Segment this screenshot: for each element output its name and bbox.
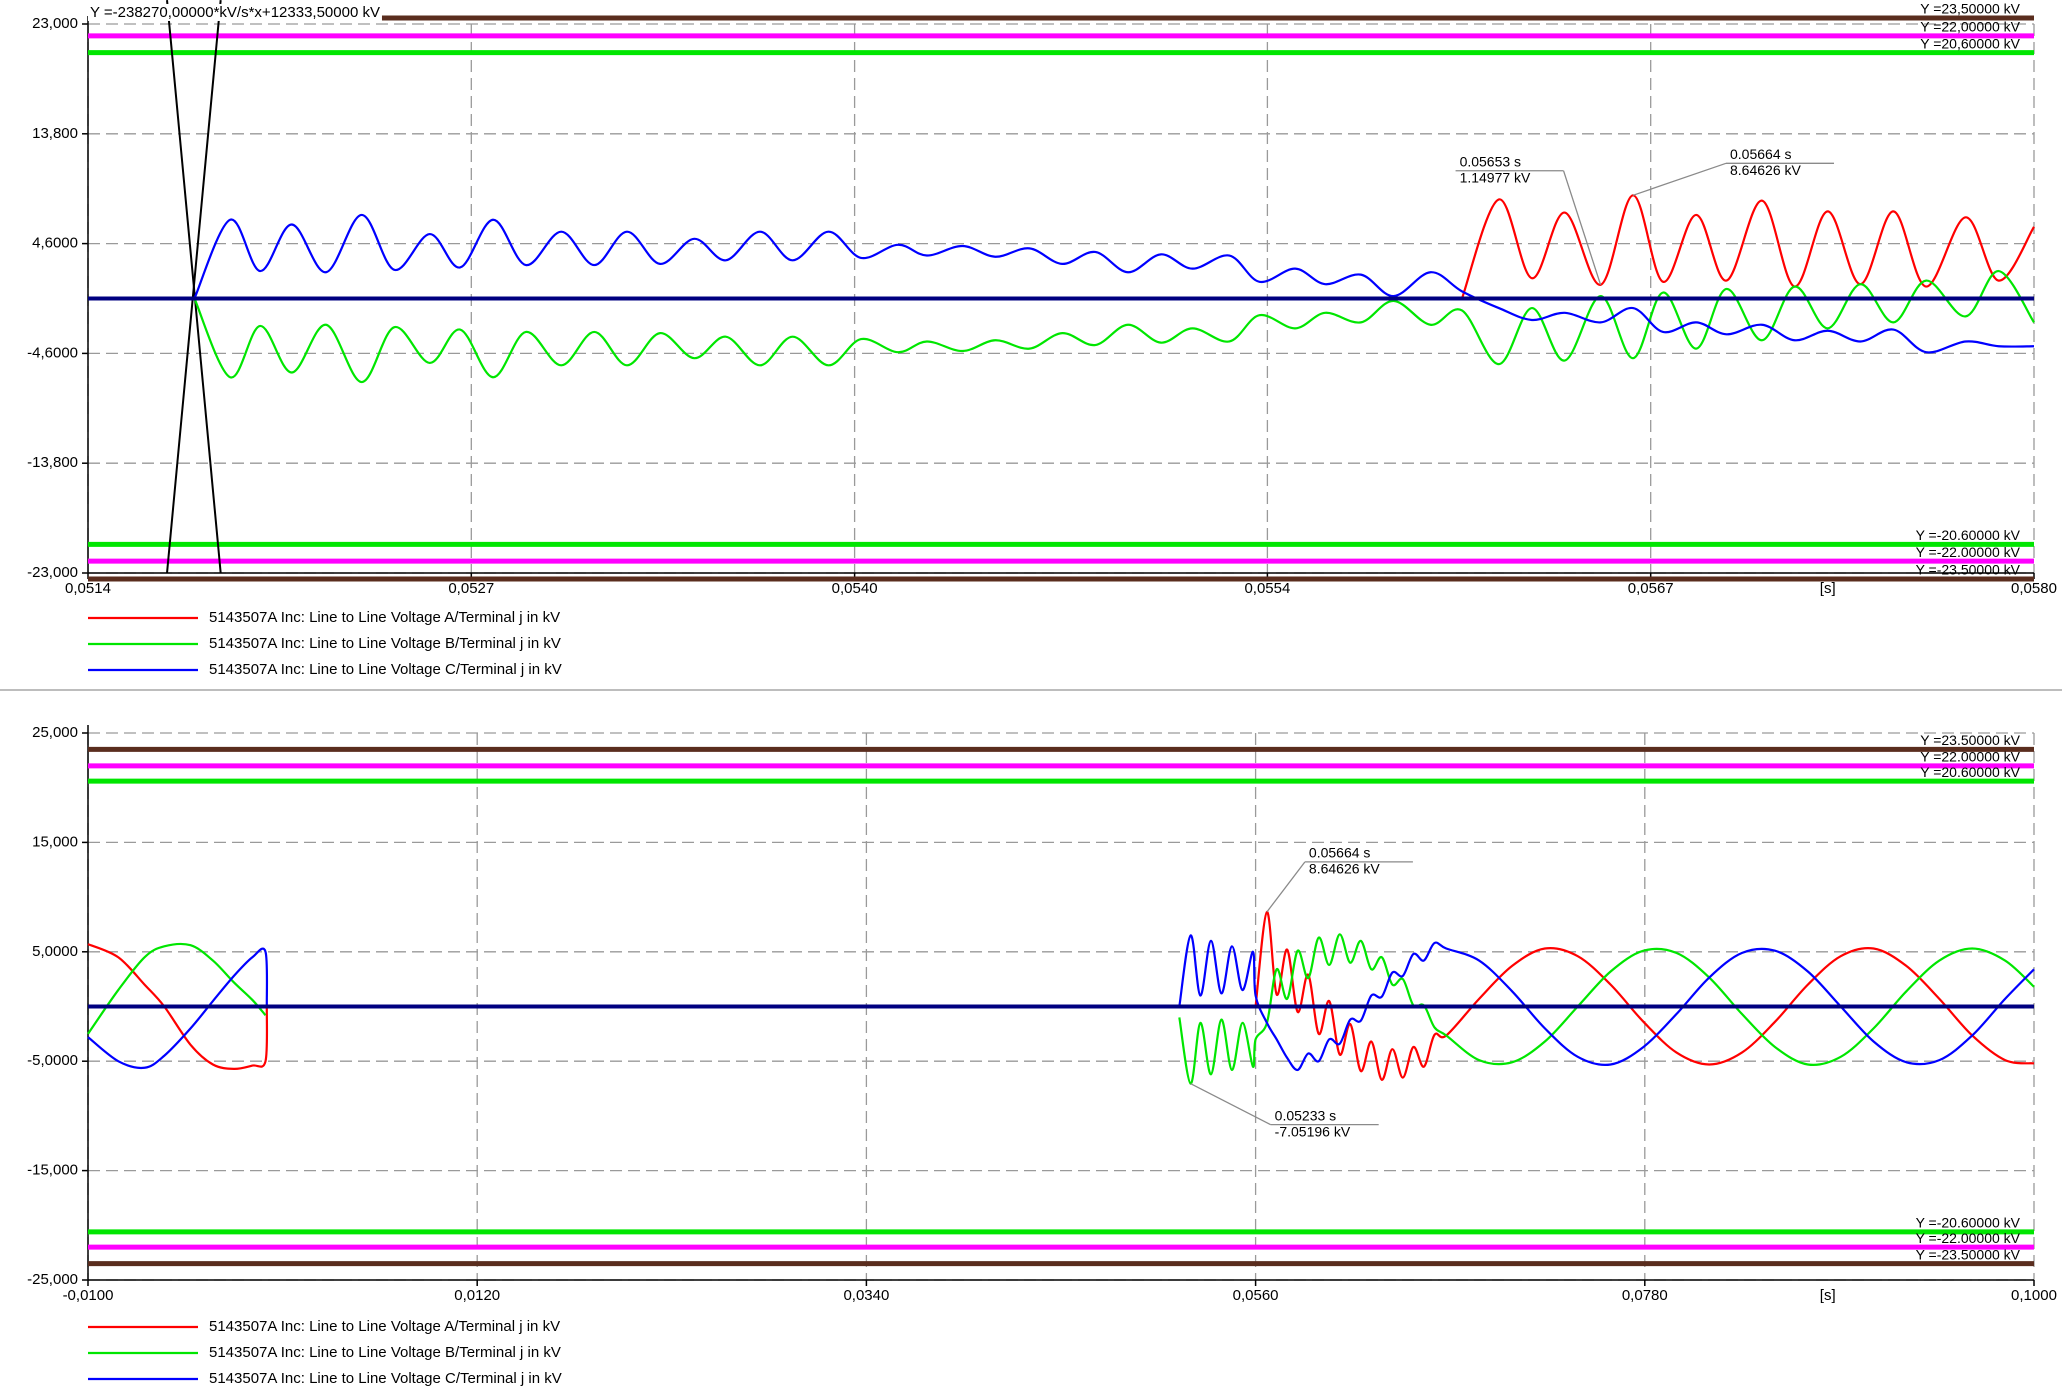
legend-label: 5143507A Inc: Line to Line Voltage B/Ter… — [209, 635, 561, 652]
x-tick-label: 0,0514 — [65, 580, 111, 597]
x-tick-label: 0,0340 — [843, 1287, 889, 1304]
limit-label: Y =22,00000 kV — [1920, 19, 2020, 35]
y-tick-label: -13,800 — [27, 454, 78, 471]
x-tick-label: 0,0120 — [454, 1287, 500, 1304]
annotation-y-label: 1.14977 kV — [1460, 169, 1531, 185]
limit-label: Y =-22.00000 kV — [1916, 544, 2021, 560]
y-tick-label: -4,6000 — [27, 344, 78, 361]
x-tick-label: -0,0100 — [63, 1287, 114, 1304]
legend-label: 5143507A Inc: Line to Line Voltage A/Ter… — [209, 609, 560, 626]
annotation-leader — [1266, 861, 1306, 913]
y-tick-label: 4,6000 — [32, 235, 78, 252]
x-tick-label: 0,0554 — [1244, 580, 1290, 597]
y-tick-label: 5,0000 — [32, 943, 78, 960]
y-tick-label: 23,000 — [32, 15, 78, 32]
series-line — [193, 213, 2035, 354]
annotation-x-label: 0.05664 s — [1730, 146, 1792, 162]
x-unit: [s] — [1820, 580, 1836, 597]
x-unit: [s] — [1820, 1287, 1836, 1304]
x-tick-label: 0,0527 — [448, 580, 494, 597]
limit-label: Y =-23.50000 kV — [1916, 1246, 2021, 1262]
y-tick-label: -25,000 — [27, 1271, 78, 1288]
annotation-y-label: 8.64626 kV — [1730, 162, 1801, 178]
series-line — [193, 269, 2035, 384]
legend-label: 5143507A Inc: Line to Line Voltage C/Ter… — [209, 1370, 562, 1387]
series-line — [1460, 194, 2035, 299]
limit-label: Y =-22.00000 kV — [1916, 1230, 2021, 1246]
annotation-leader — [1562, 170, 1602, 285]
series-line — [1178, 933, 2035, 1085]
series-line — [87, 942, 267, 1035]
reference-line — [166, 0, 222, 574]
x-tick-label: 0,0560 — [1233, 1287, 1279, 1304]
limit-label: Y =22.00000 kV — [1920, 749, 2020, 765]
annotation-x-label: 0.05664 s — [1309, 845, 1371, 861]
limit-label: Y =-23.50000 kV — [1916, 562, 2021, 578]
legend-label: 5143507A Inc: Line to Line Voltage B/Ter… — [209, 1344, 561, 1361]
x-tick-label: 0,0580 — [2011, 580, 2057, 597]
limit-label: Y =20.60000 kV — [1920, 764, 2020, 780]
limit-label: Y =20,60000 kV — [1920, 35, 2020, 51]
limit-label: Y =-20.60000 kV — [1916, 1215, 2021, 1231]
limit-label: Y =-20.60000 kV — [1916, 527, 2021, 543]
annotation-leader — [1190, 1083, 1271, 1126]
x-tick-label: 0,0780 — [1622, 1287, 1668, 1304]
annotation-leader — [1632, 162, 1727, 196]
annotation-x-label: 0.05653 s — [1460, 153, 1522, 169]
limit-label: Y =23.50000 kV — [1920, 732, 2020, 748]
series-line — [1254, 910, 2035, 1081]
series-line — [87, 947, 269, 1070]
legend-label: 5143507A Inc: Line to Line Voltage A/Ter… — [209, 1318, 560, 1335]
formula-label: Y =-238270,00000*kV/s*x+12333,50000 kV — [90, 4, 380, 21]
annotation-x-label: 0.05233 s — [1275, 1107, 1337, 1123]
x-tick-label: 0,1000 — [2011, 1287, 2057, 1304]
series-line — [1178, 934, 2035, 1072]
y-tick-label: 13,800 — [32, 125, 78, 142]
y-tick-label: -5,0000 — [27, 1052, 78, 1069]
annotation-y-label: -7.05196 kV — [1275, 1123, 1351, 1139]
y-tick-label: -23,000 — [27, 564, 78, 581]
y-tick-label: -15,000 — [27, 1162, 78, 1179]
y-tick-label: 15,000 — [32, 833, 78, 850]
y-tick-label: 25,000 — [32, 724, 78, 741]
legend-label: 5143507A Inc: Line to Line Voltage C/Ter… — [209, 661, 562, 678]
x-tick-label: 0,0540 — [832, 580, 878, 597]
annotation-y-label: 8.64626 kV — [1309, 861, 1380, 877]
limit-label: Y =23,50000 kV — [1920, 1, 2020, 17]
x-tick-label: 0,0567 — [1628, 580, 1674, 597]
formula-background — [88, 3, 382, 21]
